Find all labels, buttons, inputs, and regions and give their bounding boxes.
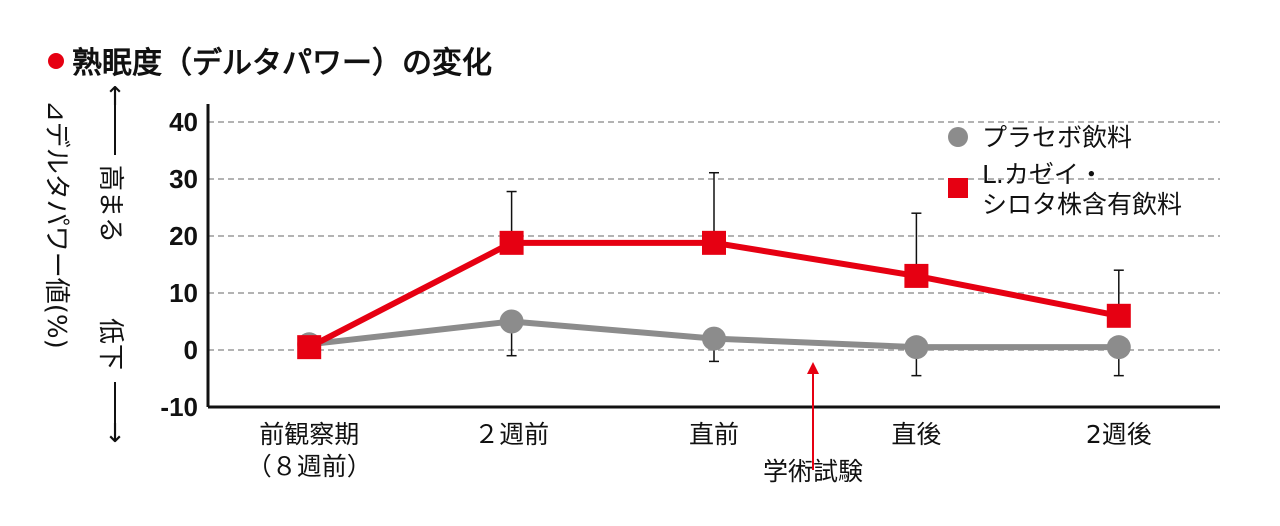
y-direction-down-label: 低下	[95, 318, 125, 370]
axes	[206, 104, 1220, 409]
y-tick-label: -10	[160, 392, 198, 422]
y-tick-label: 10	[169, 278, 198, 308]
chart-title: 熟眠度（デルタパワー）の変化	[72, 46, 492, 81]
legend-lcasei-marker-icon	[948, 178, 968, 198]
x-tick-label: 2週後	[1086, 420, 1152, 449]
legend-lcasei-label: L.カゼイ・	[982, 160, 1104, 189]
data-point	[297, 335, 322, 360]
y-tick-label: 40	[169, 107, 198, 137]
annotation: 学術試験	[763, 362, 863, 486]
x-tick-label: 前観察期	[259, 420, 359, 449]
legend-placebo-marker-icon	[948, 127, 968, 147]
annotation-arrow-head-icon	[807, 362, 819, 374]
series	[297, 230, 1131, 360]
legend-placebo-label: プラセボ飲料	[982, 123, 1132, 152]
y-up-arrow-icon: ↑	[104, 82, 126, 112]
annotation-label: 学術試験	[763, 457, 863, 486]
title-bullet-icon	[48, 53, 64, 69]
legend-lcasei-label: シロタ株含有飲料	[982, 190, 1182, 219]
data-point	[702, 326, 726, 351]
x-tick-label: 直前	[689, 420, 739, 449]
legend: プラセボ飲料 L.カゼイ・シロタ株含有飲料	[948, 123, 1182, 219]
x-tick-label: 直後	[891, 420, 941, 449]
data-point	[904, 263, 929, 288]
y-axis-label: ⊿デルタパワー値(%)	[41, 100, 71, 349]
y-down-arrow-icon: ↓	[104, 419, 126, 449]
data-point	[1106, 303, 1131, 328]
data-point	[499, 309, 524, 334]
y-direction-up-label: 高まる	[95, 165, 125, 243]
x-tick-labels: 前観察期 （８週前） ２週前 直前 直後 2週後	[247, 420, 1152, 481]
data-point	[904, 335, 929, 360]
data-point	[499, 230, 524, 255]
y-tick-label: 0	[184, 335, 198, 365]
data-point	[702, 230, 726, 255]
data-point	[1106, 335, 1131, 360]
y-tick-label: 30	[169, 164, 198, 194]
x-tick-label: ２週前	[474, 420, 549, 449]
x-tick-label-line2: （８週前）	[247, 452, 372, 481]
y-tick-labels: 40 30 20 10 0 -10	[160, 107, 198, 422]
y-tick-label: 20	[169, 221, 198, 251]
